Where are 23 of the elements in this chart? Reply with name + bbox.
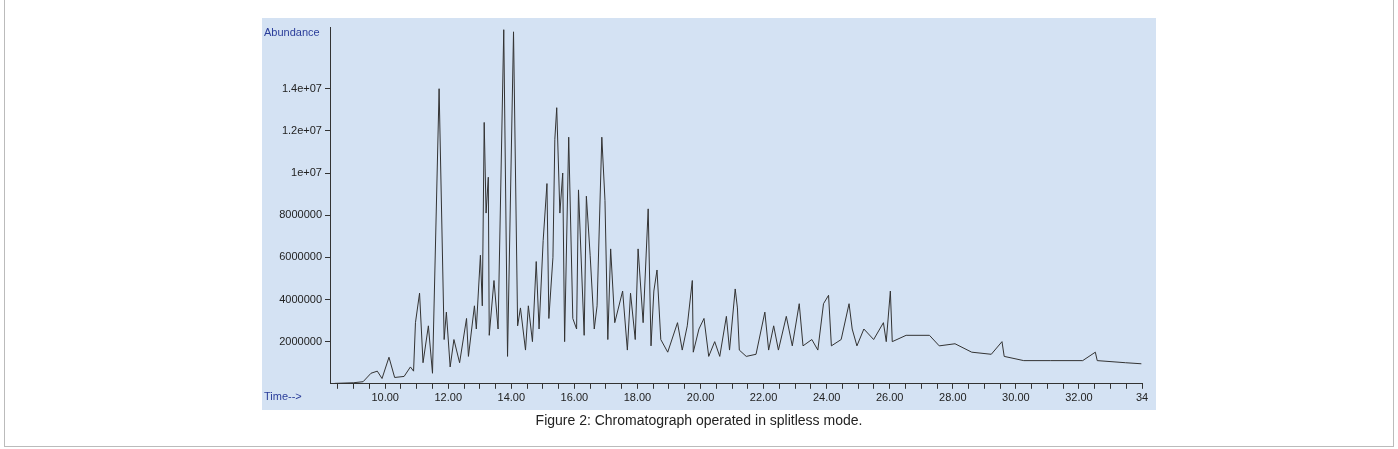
- x-tick-label: 34: [1135, 391, 1149, 404]
- y-tick-label: 1.4e+07: [281, 81, 322, 94]
- x-tick-label: 32.00: [1065, 391, 1093, 404]
- x-tick-label: 20.00: [686, 391, 715, 404]
- x-tick-label: 16.00: [560, 391, 589, 404]
- x-tick-label: 24.00: [812, 391, 841, 404]
- x-tick-label: 14.00: [497, 391, 526, 404]
- x-tick-label: 26.00: [875, 391, 904, 404]
- x-tick-label: 12.00: [434, 391, 463, 404]
- y-tick-label: 1e+07: [291, 166, 322, 179]
- y-tick-label: 2000000: [279, 334, 322, 347]
- caption: Figure 2: Chromatograph operated in splitless mode.: [534, 412, 864, 428]
- y-tick-label: 4000000: [279, 292, 322, 305]
- y-tick-label: 6000000: [279, 250, 322, 263]
- y-axis-title: Abundance: [264, 26, 320, 39]
- x-tick-label: 10.00: [371, 391, 399, 404]
- x-tick-label: 30.00: [1002, 391, 1030, 404]
- y-tick-label: 1.2e+07: [281, 123, 322, 136]
- x-tick-label: 18.00: [623, 391, 652, 404]
- x-tick-label: 28.00: [939, 391, 967, 404]
- y-tick-label: 8000000: [279, 208, 322, 221]
- x-tick-label: 22.00: [749, 391, 778, 404]
- x-axis-title: Time-->: [264, 389, 302, 402]
